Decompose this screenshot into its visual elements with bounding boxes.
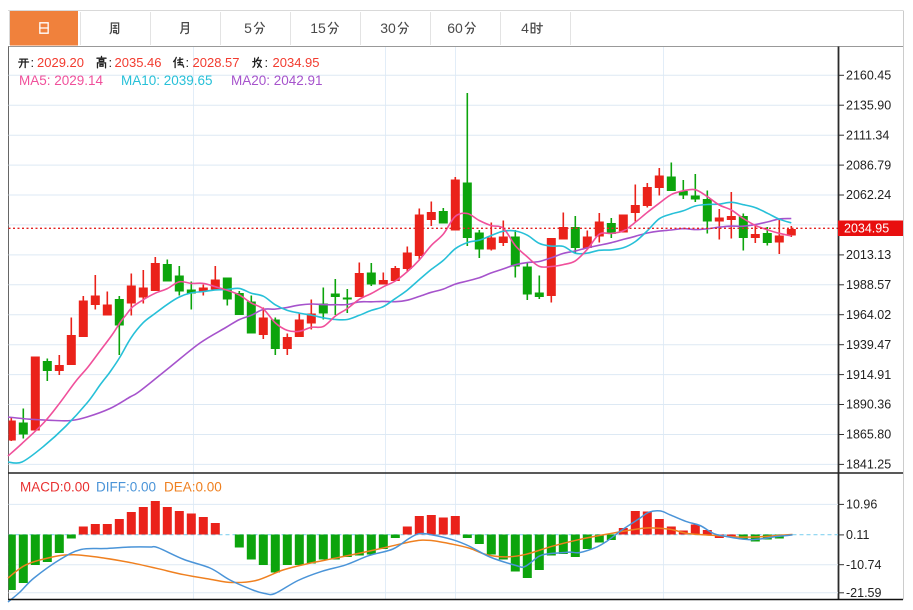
svg-text:2034.95: 2034.95 (844, 222, 889, 236)
svg-text::: : (31, 55, 35, 70)
svg-text:1964.02: 1964.02 (846, 308, 891, 322)
svg-text:5: 5 (244, 20, 252, 36)
svg-text:MA10: 2039.65: MA10: 2039.65 (121, 73, 213, 88)
svg-text:60: 60 (447, 20, 463, 36)
svg-text:0.11: 0.11 (846, 528, 869, 542)
svg-text:2035.46: 2035.46 (115, 55, 162, 70)
svg-text:2028.57: 2028.57 (193, 55, 240, 70)
svg-text:1841.25: 1841.25 (846, 458, 891, 472)
svg-text:2086.79: 2086.79 (846, 158, 891, 172)
svg-text:MA5: 2029.14: MA5: 2029.14 (19, 73, 104, 88)
svg-text:10.96: 10.96 (846, 498, 877, 512)
svg-text:1890.36: 1890.36 (846, 398, 891, 412)
svg-text:15: 15 (310, 20, 326, 36)
svg-text::: : (109, 55, 113, 70)
svg-text:1914.91: 1914.91 (846, 368, 891, 382)
svg-text:2034.95: 2034.95 (273, 55, 320, 70)
svg-text:2160.45: 2160.45 (846, 69, 891, 83)
svg-text:30: 30 (380, 20, 396, 36)
svg-text:2029.20: 2029.20 (37, 55, 84, 70)
svg-text::: : (265, 55, 269, 70)
svg-text:MA20: 2042.91: MA20: 2042.91 (231, 73, 323, 88)
svg-text:2135.90: 2135.90 (846, 98, 891, 112)
svg-text:4: 4 (521, 20, 529, 36)
svg-text:1988.57: 1988.57 (846, 278, 891, 292)
svg-text:1939.47: 1939.47 (846, 338, 891, 352)
svg-text::: : (186, 55, 190, 70)
svg-text:-10.74: -10.74 (846, 558, 881, 572)
svg-text:1865.80: 1865.80 (846, 428, 891, 442)
svg-text:DEA:0.00: DEA:0.00 (164, 480, 222, 495)
svg-text:2111.34: 2111.34 (846, 128, 889, 142)
svg-text:2013.13: 2013.13 (846, 248, 891, 262)
svg-text:MACD:0.00: MACD:0.00 (20, 480, 90, 495)
svg-text:DIFF:0.00: DIFF:0.00 (96, 480, 156, 495)
svg-text:2062.24: 2062.24 (846, 188, 891, 202)
svg-text:-21.59: -21.59 (846, 586, 881, 600)
